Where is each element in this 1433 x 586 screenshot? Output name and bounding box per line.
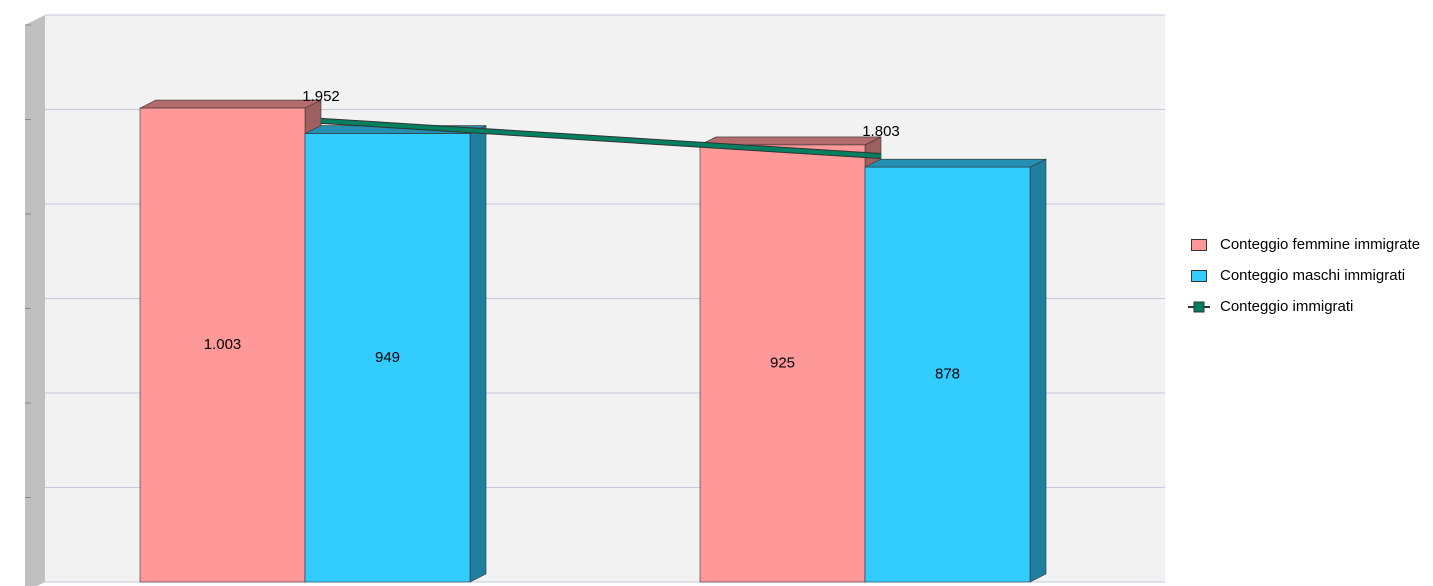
- bar: [864, 166, 1031, 583]
- legend-item: Conteggio immigrati: [1188, 298, 1433, 315]
- legend-swatch: [1188, 301, 1210, 313]
- bar: [139, 107, 306, 583]
- legend: Conteggio femmine immigrate Conteggio mas…: [1188, 236, 1433, 329]
- bar-top: [864, 158, 1047, 168]
- line-value-label: 1.803: [862, 123, 900, 140]
- legend-swatch: [1188, 269, 1210, 282]
- legend-item: Conteggio maschi immigrati: [1188, 267, 1433, 284]
- legend-label: Conteggio maschi immigrati: [1220, 267, 1406, 284]
- bar-value-label: 1.003: [204, 336, 242, 353]
- bar-side: [1029, 158, 1047, 583]
- bar: [304, 133, 471, 583]
- legend-item: Conteggio femmine immigrate: [1188, 236, 1433, 253]
- line-value-label: 1.952: [302, 88, 340, 105]
- bar-side: [469, 125, 487, 583]
- legend-label: Conteggio femmine immigrate: [1220, 236, 1421, 253]
- bar-top: [139, 99, 322, 109]
- bar-value-label: 878: [935, 366, 960, 383]
- legend-swatch: [1188, 238, 1210, 251]
- legend-label: Conteggio immigrati: [1220, 298, 1354, 315]
- side-wall: [25, 15, 45, 586]
- line: [320, 118, 882, 159]
- bar-value-label: 949: [375, 349, 400, 366]
- bar-value-label: 925: [770, 354, 795, 371]
